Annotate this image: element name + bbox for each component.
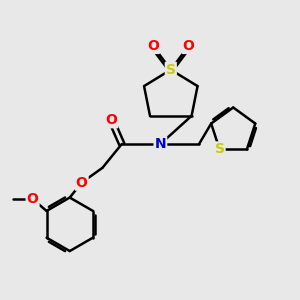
Text: O: O bbox=[183, 39, 195, 53]
Text: N: N bbox=[154, 137, 166, 151]
Text: S: S bbox=[166, 63, 176, 77]
Text: S: S bbox=[214, 142, 225, 156]
Text: O: O bbox=[147, 39, 159, 53]
Text: O: O bbox=[27, 192, 38, 206]
Text: O: O bbox=[105, 113, 117, 127]
Text: O: O bbox=[76, 176, 88, 190]
